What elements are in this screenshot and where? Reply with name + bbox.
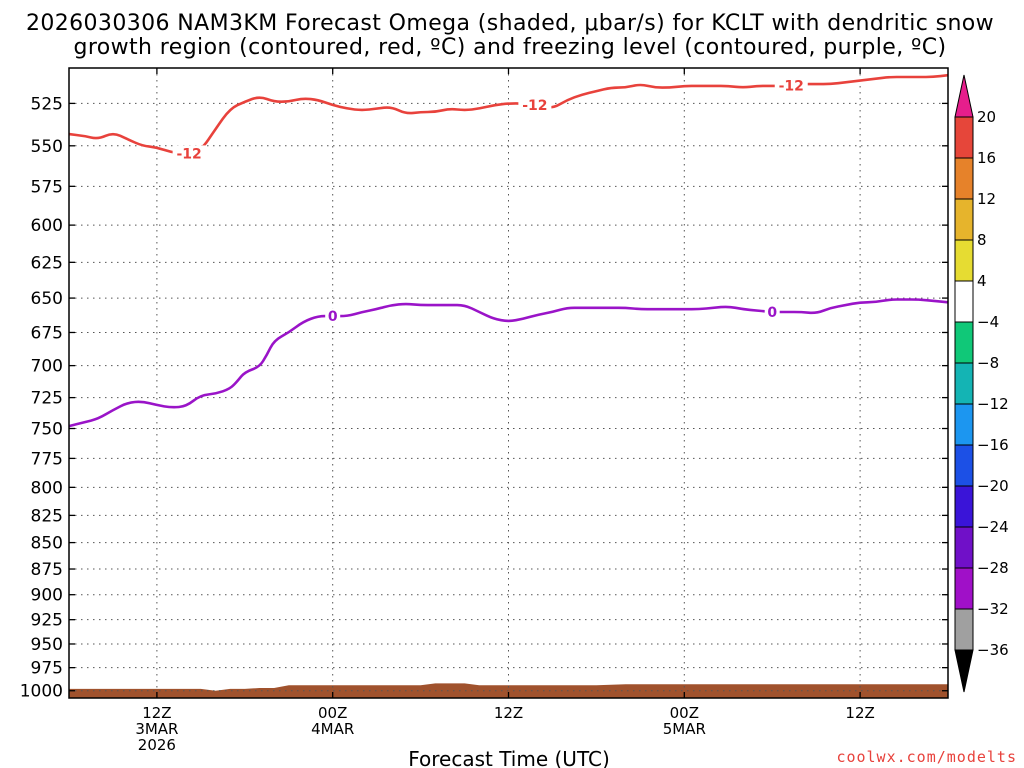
colorbar-tick-label: −12 xyxy=(977,395,1009,413)
y-tick-label: 700 xyxy=(31,357,63,377)
contour-label: -12 xyxy=(779,78,804,94)
ground-fill xyxy=(69,683,948,698)
colorbar-bin xyxy=(954,567,974,610)
chart-title-line-1: 2026030306 NAM3KM Forecast Omega (shaded… xyxy=(26,11,994,36)
y-tick-label: 650 xyxy=(31,289,63,309)
colorbar-bin xyxy=(954,608,974,651)
x-tick-label: 5MAR xyxy=(663,720,706,738)
colorbar-tick-label: −36 xyxy=(977,641,1009,659)
y-tick-label: 975 xyxy=(31,659,63,679)
y-tick-label: 800 xyxy=(31,478,63,498)
colorbar-tick-label: −8 xyxy=(977,354,999,372)
colorbar-bin xyxy=(954,444,974,487)
colorbar-bin xyxy=(954,198,974,241)
colorbar-tick-label: 20 xyxy=(977,108,996,126)
colorbar-tick-label: −20 xyxy=(977,477,1009,495)
contour-labels: -12 -12 -12 0 0 xyxy=(172,77,808,325)
y-tick-label: 750 xyxy=(31,420,63,440)
y-tick-label: 675 xyxy=(31,323,63,343)
colorbar-tick-label: −28 xyxy=(977,559,1009,577)
x-tick-label: 12Z xyxy=(845,704,874,722)
x-axis-title: Forecast Time (UTC) xyxy=(408,747,610,768)
x-tick-label: 12Z xyxy=(142,704,171,722)
y-tick-label: 950 xyxy=(31,635,63,655)
colorbar-bin xyxy=(954,116,974,159)
y-axis-ticks: 525 550 575 600 625 650 675 700 725 750 775 800 825 8… xyxy=(20,94,948,702)
x-tick-label: 4MAR xyxy=(311,720,354,738)
site-credit: coolwx.com/modelts xyxy=(836,748,1017,766)
colorbar-tick-label: 4 xyxy=(977,272,987,290)
contour-label-bg xyxy=(518,96,552,113)
y-tick-label: 575 xyxy=(31,177,63,197)
freezing-level-line xyxy=(68,298,949,428)
colorbar-bin xyxy=(954,321,974,364)
colorbar-bottom-arrow xyxy=(954,649,974,693)
colorbar-bin xyxy=(954,280,974,323)
contour-label-bg xyxy=(172,145,206,162)
contour-label-bg xyxy=(774,77,808,94)
colorbar-tick-label: −24 xyxy=(977,518,1009,536)
contour-series xyxy=(68,73,949,428)
x-tick-label: 00Z xyxy=(670,704,699,722)
y-tick-label: 525 xyxy=(31,94,63,114)
y-tick-label: 775 xyxy=(31,449,63,469)
contour-label: -12 xyxy=(176,146,201,162)
contour-label: 0 xyxy=(767,305,777,321)
y-tick-label: 600 xyxy=(31,216,63,236)
y-tick-label: 625 xyxy=(31,253,63,273)
y-tick-label: 1000 xyxy=(20,682,63,702)
y-tick-label: 825 xyxy=(31,506,63,526)
y-tick-label: 850 xyxy=(31,534,63,554)
colorbar-bin xyxy=(954,362,974,405)
colorbar-tick-label: 12 xyxy=(977,190,996,208)
colorbar-tick-label: −16 xyxy=(977,436,1009,454)
y-tick-label: 900 xyxy=(31,586,63,606)
colorbar-bin xyxy=(954,485,974,528)
x-tick-label: 00Z xyxy=(318,704,347,722)
colorbar-tick-label: 16 xyxy=(977,149,996,167)
colorbar-bin xyxy=(954,239,974,282)
grid-lines xyxy=(69,68,948,698)
contour-label: -12 xyxy=(522,98,547,114)
colorbar-tick-label: −4 xyxy=(977,313,999,331)
y-tick-label: 875 xyxy=(31,560,63,580)
ground-terrain xyxy=(69,683,948,698)
omega-colorbar: 20 16 12 8 4 −4 −8 −12 −16 −20 −24 −28 −32 −36 xyxy=(954,74,1009,693)
colorbar-tick-label: 8 xyxy=(977,231,987,249)
contour-label-bg xyxy=(325,308,341,325)
colorbar-bin xyxy=(954,403,974,446)
colorbar-bin xyxy=(954,526,974,569)
contour-label-bg xyxy=(764,303,780,320)
y-tick-label: 925 xyxy=(31,611,63,631)
colorbar-bin xyxy=(954,157,974,200)
x-tick-label: 3MAR xyxy=(135,720,178,738)
y-tick-label: 725 xyxy=(31,389,63,409)
contour-label: 0 xyxy=(328,309,338,325)
y-tick-label: 550 xyxy=(31,137,63,157)
x-tick-label: 2026 xyxy=(138,736,176,754)
colorbar-tick-label: −32 xyxy=(977,600,1009,618)
x-tick-label: 12Z xyxy=(494,704,523,722)
chart-title-line-2: growth region (contoured, red, ºC) and f… xyxy=(73,35,946,60)
colorbar-top-arrow xyxy=(954,74,974,118)
